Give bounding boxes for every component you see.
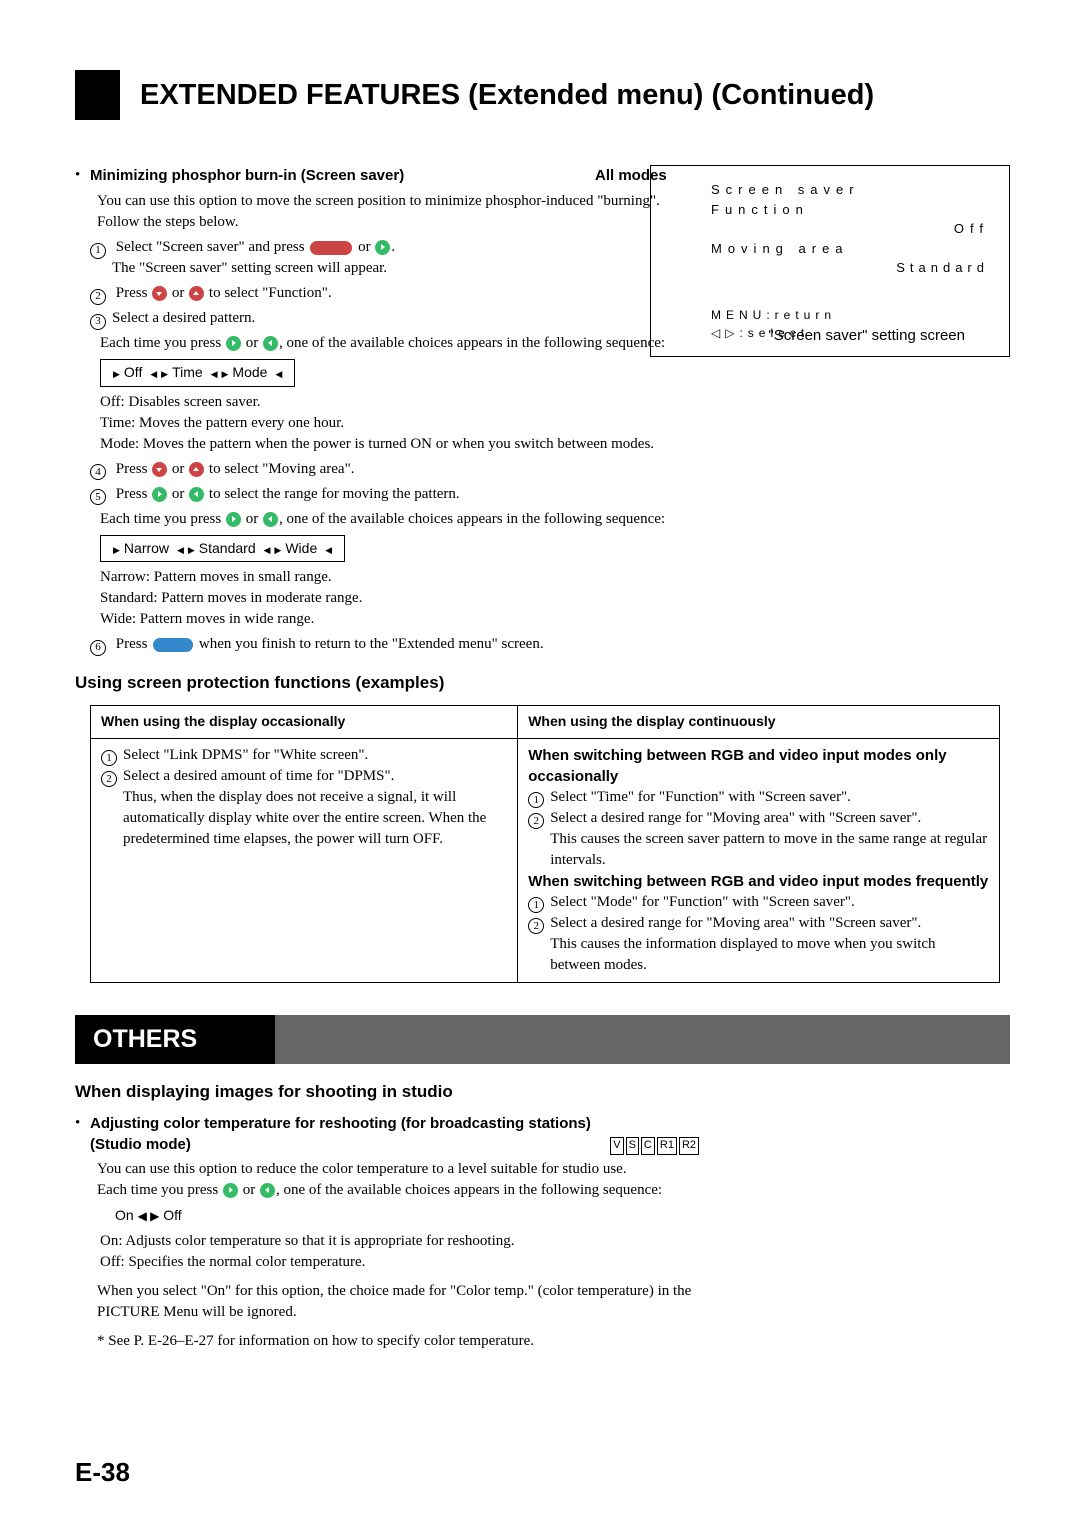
table-cell: 1Select "Link DPMS" for "White screen". … — [91, 738, 518, 982]
right-button-icon — [226, 336, 241, 351]
step-num-icon: 1 — [90, 243, 106, 259]
content-area: Screen saver Function Off Moving area St… — [75, 165, 1010, 1352]
page-title: EXTENDED FEATURES (Extended menu) (Conti… — [140, 79, 874, 112]
page-number: E-38 — [75, 1457, 130, 1488]
up-button-icon — [189, 462, 204, 477]
step-num-icon: 6 — [90, 640, 106, 656]
left-button-icon — [263, 512, 278, 527]
left-button-icon — [260, 1183, 275, 1198]
down-button-icon — [152, 286, 167, 301]
osd-caption: "Screen saver" setting screen — [768, 325, 965, 346]
menu-button-icon — [153, 638, 193, 652]
step-num-icon: 4 — [90, 464, 106, 480]
osd-line: Moving area — [711, 239, 989, 259]
table-cell: When switching between RGB and video inp… — [518, 738, 1000, 982]
mode-badges: VSCR1R2 — [609, 1134, 700, 1155]
studio-title: Adjusting color temperature for reshooti… — [90, 1113, 700, 1134]
osd-value: Standard — [711, 258, 989, 278]
right-button-icon — [375, 240, 390, 255]
right-button-icon — [226, 512, 241, 527]
left-button-icon — [263, 336, 278, 351]
sequence-diagram: Narrow Standard Wide — [100, 535, 345, 563]
sequence-small: On ◀ ▶ Off — [115, 1206, 1010, 1226]
enter-button-icon — [310, 241, 352, 255]
osd-line: Function — [711, 200, 989, 220]
step-num-icon: 3 — [90, 314, 106, 330]
section-title: Minimizing phosphor burn-in (Screen save… — [90, 167, 404, 184]
table-header: When using the display occasionally — [91, 705, 518, 738]
osd-value: Off — [711, 219, 989, 239]
step-num-icon: 2 — [90, 289, 106, 305]
header-block — [75, 70, 120, 120]
examples-table: When using the display occasionally When… — [90, 705, 1000, 983]
up-button-icon — [189, 286, 204, 301]
others-heading: When displaying images for shooting in s… — [75, 1080, 1010, 1104]
step-num-icon: 5 — [90, 489, 106, 505]
osd-footer: MENU:return — [711, 306, 989, 324]
page-header: EXTENDED FEATURES (Extended menu) (Conti… — [75, 70, 1010, 120]
osd-line: Screen saver — [711, 180, 989, 200]
left-button-icon — [189, 487, 204, 502]
studio-subtitle: (Studio mode) — [90, 1134, 191, 1155]
down-button-icon — [152, 462, 167, 477]
table-header: When using the display continuously — [518, 705, 1000, 738]
others-section-bar: OTHERS — [75, 1015, 1010, 1064]
right-button-icon — [152, 487, 167, 502]
right-button-icon — [223, 1183, 238, 1198]
sequence-diagram: Off Time Mode — [100, 359, 295, 387]
examples-title: Using screen protection functions (examp… — [75, 671, 1010, 695]
